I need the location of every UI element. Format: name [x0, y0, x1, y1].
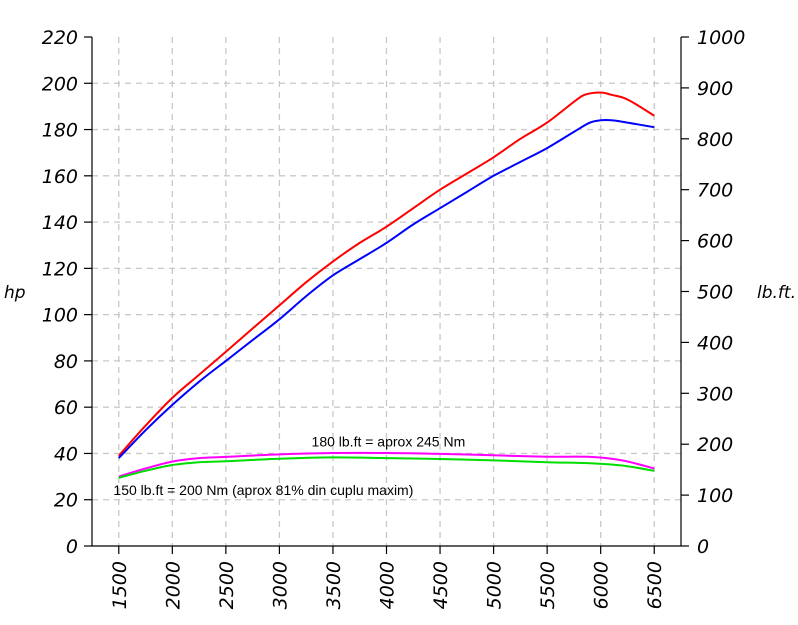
y-axis-title-right: lb.ft. — [757, 283, 796, 303]
grid-layer — [92, 37, 681, 546]
y-tick-label-right: 800 — [697, 129, 733, 151]
x-tick-label: 4500 — [430, 561, 452, 609]
y-tick-label-right: 200 — [697, 434, 733, 456]
x-tick-label: 6500 — [644, 561, 666, 609]
y-tick-label-left: 160 — [42, 166, 78, 188]
label-layer: 0 20 40 60 80 100 120 140 160 180 200 220 0 100 200 300… — [42, 27, 746, 609]
y-axis-title-left: hp — [4, 283, 26, 303]
series-line-0 — [118, 91, 655, 457]
series-line-2 — [118, 451, 655, 478]
x-tick-label: 3500 — [323, 561, 345, 609]
y-tick-label-right: 0 — [697, 536, 709, 558]
series-line-3 — [118, 456, 655, 479]
series-line-1 — [118, 119, 655, 459]
x-tick-label: 3000 — [269, 561, 291, 609]
y-tick-label-left: 60 — [54, 397, 78, 419]
x-tick-label: 5000 — [484, 561, 506, 609]
y-tick-label-left: 200 — [42, 73, 78, 95]
y-tick-label-right: 400 — [697, 332, 733, 354]
y-tick-label-left: 0 — [66, 536, 78, 558]
y-tick-label-right: 500 — [697, 282, 733, 304]
y-tick-label-left: 40 — [54, 443, 78, 465]
y-tick-label-right: 600 — [697, 231, 733, 253]
x-tick-label: 6000 — [591, 561, 613, 609]
y-tick-label-left: 180 — [42, 120, 78, 142]
y-tick-label-left: 120 — [42, 258, 78, 280]
y-tick-label-right: 300 — [697, 383, 733, 405]
x-tick-label: 1500 — [109, 561, 131, 609]
series-layer — [118, 91, 655, 479]
y-tick-label-left: 220 — [42, 27, 78, 49]
y-tick-label-right: 900 — [697, 78, 733, 100]
x-tick-label: 2500 — [216, 561, 238, 609]
x-tick-label: 2000 — [162, 561, 184, 609]
y-tick-label-right: 100 — [697, 485, 733, 507]
x-tick-label: 5500 — [537, 561, 559, 609]
y-tick-label-right: 700 — [697, 180, 733, 202]
axes-layer — [84, 36, 689, 554]
annotation-0: 180 lb.ft = aprox 245 Nm — [312, 434, 466, 450]
y-tick-label-left: 140 — [42, 212, 78, 234]
y-tick-label-right: 1000 — [697, 27, 745, 49]
x-tick-label: 4000 — [377, 561, 399, 609]
annotation-1: 150 lb.ft = 200 Nm (aprox 81% din cuplu … — [113, 482, 413, 498]
y-tick-label-left: 20 — [54, 490, 78, 512]
y-tick-label-left: 100 — [42, 305, 78, 327]
y-tick-label-left: 80 — [54, 351, 78, 373]
